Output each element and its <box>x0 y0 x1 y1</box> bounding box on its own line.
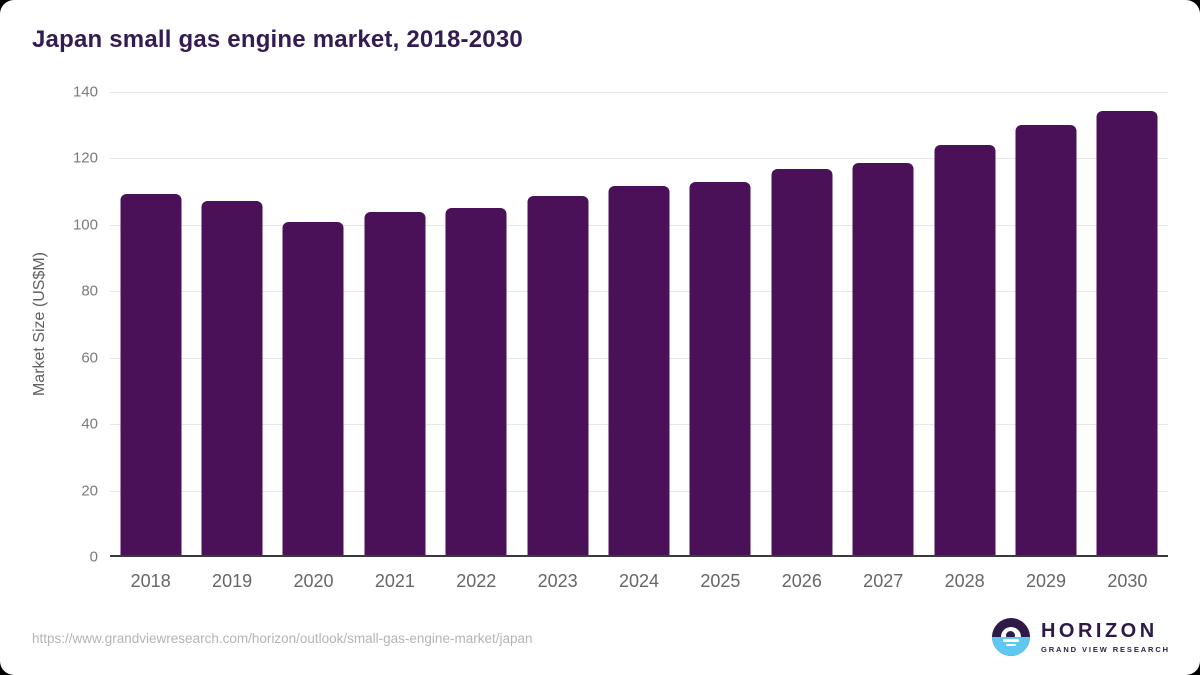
y-tick-0: 0 <box>89 548 98 566</box>
x-tick-2025: 2025 <box>700 571 741 591</box>
gridline-120 <box>110 158 1168 160</box>
logo-subtitle: GRAND VIEW RESEARCH <box>1040 644 1170 654</box>
y-tick-20: 20 <box>81 482 98 500</box>
x-tick-2023: 2023 <box>537 571 578 591</box>
bar-slot-2023: 2023 <box>517 92 598 591</box>
bar-slot-2018: 2018 <box>110 92 191 591</box>
y-tick-40: 40 <box>81 415 98 433</box>
x-tick-2029: 2029 <box>1025 571 1067 591</box>
logo-name: HORIZON <box>1040 619 1158 642</box>
bar-slot-2021: 2021 <box>354 92 435 591</box>
bar-slot-2028: 2028 <box>924 92 1005 591</box>
bar-2027[interactable] <box>852 163 914 555</box>
chart-title: Japan small gas engine market, 2018-2030 <box>32 26 523 53</box>
bar-slot-2027: 2027 <box>843 92 924 591</box>
bar-2018[interactable] <box>120 194 182 555</box>
x-tick-2026: 2026 <box>781 571 822 591</box>
y-tick-80: 80 <box>81 282 98 300</box>
gridline-140 <box>110 92 1168 93</box>
horizon-sunrise-icon <box>991 618 1030 656</box>
x-tick-2028: 2028 <box>944 571 985 591</box>
bar-2022[interactable] <box>445 208 507 555</box>
bar-slot-2022: 2022 <box>436 92 517 591</box>
bar-2025[interactable] <box>689 182 751 555</box>
bar-slot-2025: 2025 <box>680 92 761 591</box>
y-tick-120: 120 <box>72 149 98 167</box>
plot-area: 2018 2019 2020 2021 2022 2023 2024 2025 2026 2027… <box>73 84 1168 591</box>
y-tick-100: 100 <box>72 216 98 234</box>
bar-2019[interactable] <box>201 200 263 555</box>
bar-slot-2019: 2019 <box>191 92 272 591</box>
x-tick-2020: 2020 <box>293 571 334 591</box>
source-url: https://www.grandviewresearch.com/horizo… <box>32 631 533 646</box>
x-tick-2022: 2022 <box>456 571 497 591</box>
x-tick-2021: 2021 <box>374 571 415 591</box>
y-tick-60: 60 <box>81 349 98 367</box>
bar-slot-2030: 2030 <box>1087 92 1168 591</box>
x-tick-2027: 2027 <box>863 571 904 591</box>
x-tick-2018: 2018 <box>130 571 171 591</box>
bar-2020[interactable] <box>282 222 344 555</box>
bar-2026[interactable] <box>771 169 833 555</box>
bar-2029[interactable] <box>1015 124 1077 555</box>
x-tick-2030: 2030 <box>1107 571 1148 591</box>
y-tick-140: 140 <box>72 83 98 101</box>
x-tick-2019: 2019 <box>212 571 253 591</box>
bar-2023[interactable] <box>527 196 589 555</box>
x-tick-2024: 2024 <box>619 571 660 591</box>
bar-slot-2029: 2029 <box>1005 92 1086 591</box>
bar-slot-2026: 2026 <box>761 92 842 591</box>
bar-2028[interactable] <box>934 145 996 555</box>
bar-slot-2024: 2024 <box>598 92 679 591</box>
y-axis-label: Market Size (US$M) <box>31 251 48 397</box>
horizon-logo: HORIZON GRAND VIEW RESEARCH <box>991 618 1170 656</box>
bar-2030[interactable] <box>1096 110 1158 555</box>
bar-slot-2020: 2020 <box>273 92 354 591</box>
bar-2024[interactable] <box>608 186 670 555</box>
bar-2021[interactable] <box>364 211 426 555</box>
bars-container: 2018 2019 2020 2021 2022 2023 2024 2025 2026 2027… <box>110 92 1168 591</box>
